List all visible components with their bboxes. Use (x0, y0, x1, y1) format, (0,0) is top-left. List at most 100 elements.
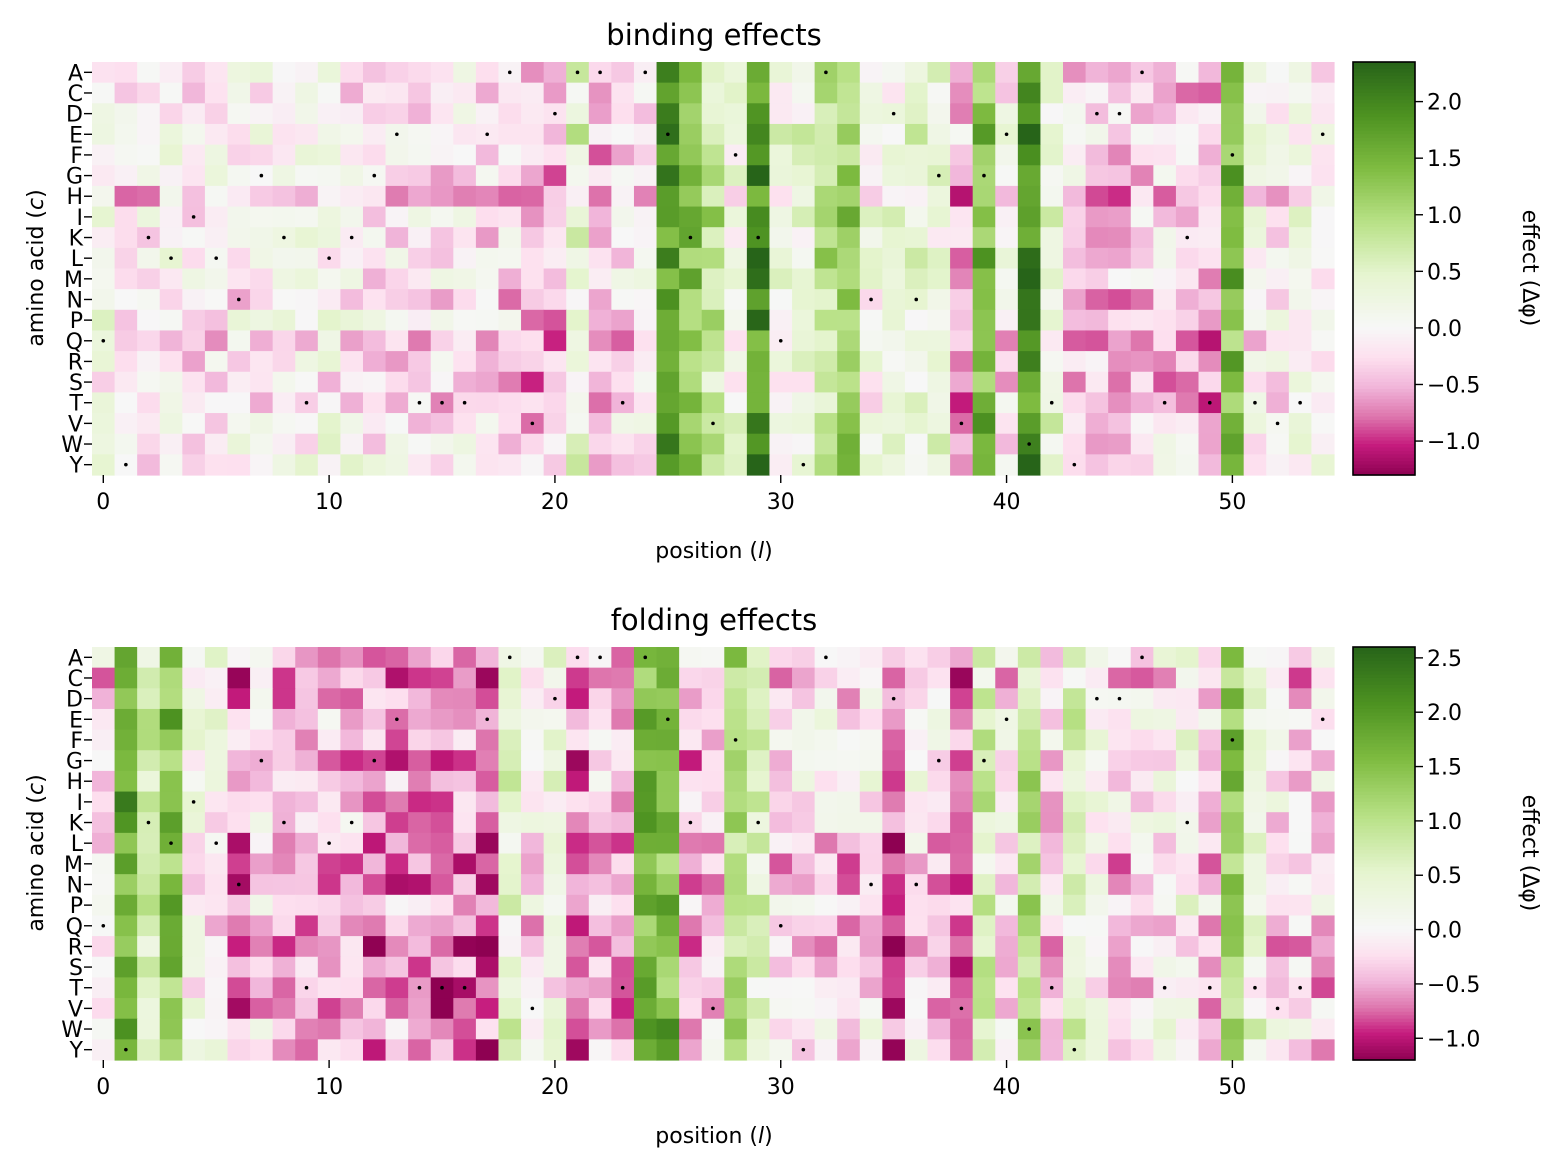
wildtype-marker (1049, 985, 1054, 990)
heatmap-cell (701, 688, 725, 710)
heatmap-cell (1017, 206, 1042, 228)
heatmap-cell (1063, 165, 1087, 187)
heatmap-cell (972, 998, 996, 1020)
heatmap-cell (724, 103, 748, 125)
heatmap-cell (1063, 729, 1087, 751)
colorbar-segment (1353, 213, 1415, 218)
heatmap-cell (227, 413, 251, 435)
heatmap-cell (408, 936, 432, 958)
colorbar-tick-label: 1.0 (1427, 204, 1462, 229)
heatmap-cell (927, 1018, 951, 1040)
heatmap-cell (340, 915, 364, 937)
heatmap-cell (679, 454, 703, 476)
heatmap-cell (1108, 309, 1132, 332)
heatmap-cell (430, 853, 454, 875)
heatmap-cell (137, 371, 161, 393)
heatmap-cell (746, 770, 771, 793)
heatmap-cell (882, 144, 906, 166)
heatmap-cell (859, 433, 883, 455)
heatmap-cell (543, 729, 567, 751)
heatmap-cell (656, 977, 680, 999)
heatmap-cell (950, 770, 974, 793)
heatmap-cell (295, 206, 319, 228)
heatmap-cell (385, 165, 409, 187)
heatmap-cell (701, 915, 725, 937)
heatmap-cell (814, 874, 838, 896)
wildtype-marker (327, 841, 331, 845)
heatmap-cell (588, 433, 612, 455)
heatmap-cell (498, 165, 522, 187)
heatmap-cell (724, 791, 748, 813)
heatmap-cell (498, 894, 522, 917)
heatmap-cell (837, 1039, 861, 1061)
heatmap-cell (746, 894, 771, 917)
colorbar-segment (1353, 440, 1415, 445)
heatmap-cell (1130, 688, 1154, 710)
heatmap-cell (769, 62, 793, 84)
wildtype-marker (711, 421, 715, 426)
heatmap-cell (769, 433, 793, 455)
heatmap-cell (656, 915, 680, 937)
heatmap-cell (114, 227, 138, 249)
y-tick-label: A (68, 61, 83, 86)
heatmap-cell (995, 330, 1019, 352)
heatmap-cell (656, 729, 680, 751)
heatmap-cell (498, 309, 522, 332)
heatmap-cell (430, 729, 454, 751)
heatmap-cell (92, 729, 116, 751)
heatmap-cell (679, 289, 703, 311)
heatmap-cell (408, 227, 432, 249)
heatmap-cell (746, 206, 771, 228)
heatmap-cell (724, 667, 748, 689)
colorbar-segment (1353, 991, 1415, 996)
heatmap-cell (92, 227, 116, 249)
heatmap-cell (317, 998, 341, 1020)
heatmap-cell (769, 82, 793, 104)
heatmap-cell (475, 750, 500, 772)
heatmap-cell (995, 791, 1019, 813)
heatmap-cell (724, 977, 748, 999)
heatmap-cell (227, 1039, 251, 1061)
heatmap-cell (317, 206, 341, 228)
heatmap-cell (1288, 454, 1313, 476)
heatmap-cell (114, 371, 138, 393)
heatmap-cell (114, 144, 138, 166)
heatmap-cell (679, 998, 703, 1020)
heatmap-cell (904, 206, 929, 228)
heatmap-cell (769, 812, 793, 834)
heatmap-cell (159, 268, 183, 290)
wildtype-marker (507, 70, 512, 75)
heatmap-cell (633, 688, 658, 710)
heatmap-cell (1085, 956, 1109, 978)
heatmap-cell (159, 330, 183, 352)
colorbar-frame (1352, 61, 1416, 476)
heatmap-cell (430, 206, 454, 228)
heatmap-cell (1063, 915, 1087, 937)
heatmap-cell (746, 956, 771, 978)
wildtype-marker (282, 235, 286, 240)
heatmap-cell (859, 82, 883, 104)
wildtype-marker (124, 462, 128, 467)
heatmap-cell (498, 853, 522, 875)
heatmap-cell (1266, 247, 1290, 270)
heatmap-cell (995, 647, 1019, 669)
heatmap-cell (1288, 770, 1313, 793)
heatmap-cell (904, 688, 929, 710)
heatmap-cell (1040, 832, 1064, 855)
heatmap-cell (1085, 309, 1109, 332)
heatmap-cell (950, 956, 974, 978)
heatmap-cell (972, 832, 996, 855)
heatmap-cell (543, 770, 567, 793)
heatmap-cell (1085, 433, 1109, 455)
heatmap-cell (1153, 62, 1177, 84)
heatmap-cell (521, 894, 545, 917)
colorbar-segment (1353, 657, 1415, 662)
heatmap-cell (385, 454, 409, 476)
heatmap-cell (475, 433, 500, 455)
heatmap-cell (950, 1039, 974, 1061)
wildtype-marker (711, 1006, 715, 1011)
heatmap-cell (475, 915, 500, 937)
heatmap-cell (543, 812, 567, 834)
heatmap-cell (746, 791, 771, 813)
